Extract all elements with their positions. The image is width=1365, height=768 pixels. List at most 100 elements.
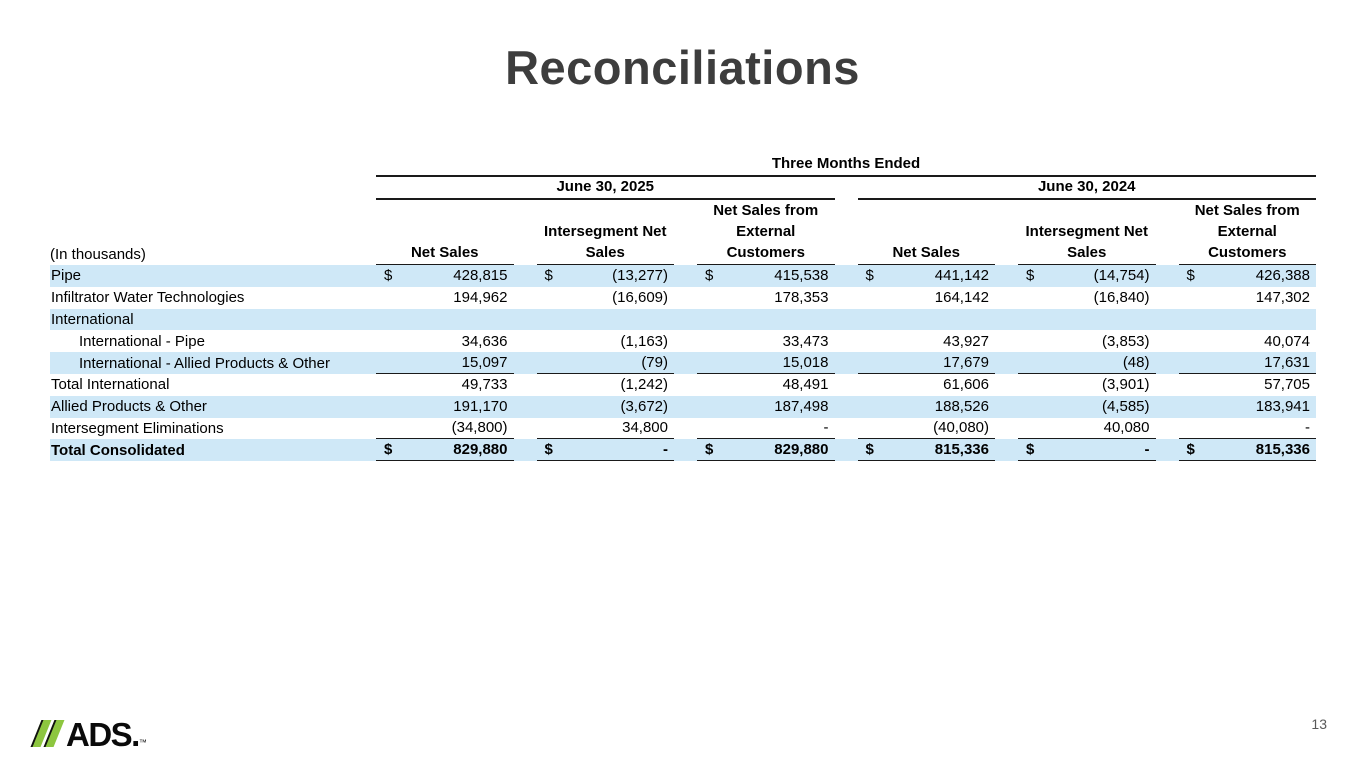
table-row: International - Pipe 34,636 (1,163) 33,4… (50, 330, 1316, 352)
table-row: Pipe $428,815 $ (13,277) $415,538 $441,14… (50, 265, 1316, 287)
row-label: Total International (51, 376, 170, 394)
logo-text: ADS. (66, 716, 140, 753)
page-number: 13 (1311, 716, 1327, 732)
cell-value: - (823, 419, 829, 437)
value-cell: 147,302 (1179, 287, 1317, 309)
value-cell: $ (13,277) (537, 265, 675, 287)
value-cell: 40,080 (1018, 418, 1156, 440)
value-cell: 15,097 (376, 352, 514, 374)
value-cell: 187,498 (697, 396, 835, 418)
value-cell: (16,609) (537, 287, 675, 309)
value-cell: 17,679 (857, 352, 995, 374)
value-cell (1018, 309, 1156, 331)
ads-logo: ADS. ™ (30, 714, 147, 753)
value-cell: 61,606 (858, 374, 996, 396)
value-cell (376, 309, 514, 331)
value-cell: 178,353 (697, 287, 835, 309)
trademark-symbol: ™ (138, 738, 147, 747)
cell-value: 188,526 (934, 398, 989, 416)
row-label: Pipe (51, 267, 82, 285)
cell-value: (48) (1122, 354, 1150, 372)
currency-symbol: $ (1026, 441, 1035, 459)
cell-value: 147,302 (1255, 289, 1310, 307)
cell-value: 40,074 (1264, 332, 1310, 350)
cell-value: 191,170 (453, 398, 508, 416)
value-cell: $ - (1018, 439, 1156, 462)
cell-value: (3,901) (1101, 376, 1150, 394)
value-cell: 191,170 (376, 396, 514, 418)
cell-value: 17,631 (1264, 354, 1310, 372)
value-cell: 48,491 (697, 374, 835, 396)
cell-value: 426,388 (1255, 267, 1310, 285)
value-cell: 57,705 (1179, 374, 1317, 396)
table-row: Allied Products & Other 191,170 (3,672) … (50, 395, 1317, 418)
row-label: International - Pipe (79, 332, 205, 350)
value-cell: 17,631 (1178, 352, 1316, 374)
cell-value: (40,080) (933, 419, 989, 437)
cell-value: 17,679 (943, 354, 989, 372)
table-row: International - Allied Products & Other … (50, 352, 1316, 374)
value-cell: - (697, 418, 835, 440)
value-cell: (16,840) (1018, 287, 1156, 309)
cell-value: (16,840) (1093, 289, 1150, 307)
cell-value: 57,705 (1264, 376, 1310, 394)
value-cell (537, 309, 675, 331)
currency-symbol: $ (1186, 267, 1195, 285)
table-row: Intersegment Eliminations (34,800) 34,80… (50, 418, 1316, 440)
currency-symbol: $ (705, 267, 714, 285)
cell-value: 441,142 (934, 267, 989, 285)
column-header-external-2025: Net Sales from External Customers (697, 200, 835, 265)
table-column-header-row: (In thousands) Net Sales Intersegment Ne… (50, 200, 1316, 265)
column-header-intersegment-2024: Intersegment Net Sales (1018, 221, 1156, 265)
currency-symbol: $ (705, 441, 714, 459)
cell-value: (3,672) (620, 398, 668, 416)
cell-value: 415,538 (774, 267, 829, 285)
cell-value: 48,491 (782, 376, 829, 394)
value-cell: 43,927 (858, 330, 996, 352)
cell-value: 34,636 (461, 332, 508, 350)
cell-value: - (1144, 441, 1150, 459)
cell-value: (79) (641, 354, 668, 372)
cell-value: 43,927 (943, 332, 989, 350)
cell-value: 40,080 (1103, 419, 1150, 437)
reconciliation-table: Three Months Ended June 30, 2025 June 30… (50, 155, 1317, 462)
row-label: International (51, 310, 134, 328)
value-cell: $829,880 (376, 439, 514, 462)
cell-value: 15,097 (461, 354, 508, 372)
value-cell: (3,853) (1018, 330, 1156, 352)
value-cell: 33,473 (697, 330, 835, 352)
value-cell: 188,526 (858, 396, 996, 418)
value-cell: (34,800) (376, 418, 514, 440)
value-cell: (4,585) (1018, 396, 1156, 418)
cell-value: (34,800) (451, 419, 508, 437)
value-cell: (3,901) (1018, 374, 1156, 396)
cell-value: - (663, 441, 668, 459)
cell-value: 33,473 (782, 332, 829, 350)
cell-value: 187,498 (774, 398, 829, 416)
value-cell: 183,941 (1179, 396, 1317, 418)
cell-value: (13,277) (612, 267, 668, 285)
cell-value: 178,353 (774, 289, 829, 307)
currency-symbol: $ (384, 267, 393, 285)
cell-value: 829,880 (453, 441, 508, 459)
units-label: (In thousands) (50, 246, 146, 263)
value-cell: 34,800 (536, 418, 674, 440)
cell-value: 34,800 (622, 419, 668, 437)
row-label: International - Allied Products & Other (79, 354, 330, 372)
cell-value: 829,880 (774, 441, 829, 459)
period-header-2025: June 30, 2025 (376, 178, 835, 200)
column-header-external-2024: Net Sales from External Customers (1178, 200, 1316, 265)
value-cell: 49,733 (376, 374, 514, 396)
cell-value: 61,606 (943, 376, 989, 394)
value-cell: - (1178, 418, 1316, 440)
table-span-header-row: Three Months Ended (50, 155, 1316, 177)
column-header-net-sales-2024: Net Sales (857, 242, 995, 265)
table-body: Pipe $428,815 $ (13,277) $415,538 $441,14… (50, 265, 1317, 462)
value-cell: $829,880 (697, 439, 835, 462)
cell-value: (1,163) (620, 332, 668, 350)
cell-value: 815,336 (1255, 441, 1310, 459)
span-header: Three Months Ended (376, 155, 1316, 177)
value-cell: 164,142 (858, 287, 996, 309)
value-cell: $428,815 (376, 265, 514, 287)
table-row: Total Consolidated $829,880 $ - $829,880 … (50, 439, 1316, 462)
